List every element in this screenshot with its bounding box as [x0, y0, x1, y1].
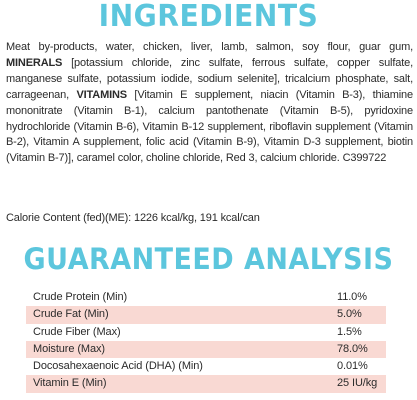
ingredients-heading: INGREDIENTS [98, 0, 319, 34]
ingredients-category-label: MINERALS [6, 56, 63, 69]
analysis-row-name: Crude Fat (Min) [33, 308, 109, 321]
analysis-row-name: Crude Protein (Min) [33, 291, 128, 303]
analysis-row-value: 1.5% [337, 325, 362, 338]
analysis-row-value: 25 IU/kg [337, 377, 378, 390]
ingredients-text-segment: Meat by-products, water, chicken, liver,… [6, 41, 413, 53]
guaranteed-analysis-table: Crude Protein (Min) 11.0% Crude Fat (Min) 5… [26, 289, 386, 393]
analysis-row: Crude Fat (Min) 5.0% [26, 306, 386, 324]
analysis-row-name: Vitamin E (Min) [33, 377, 107, 390]
analysis-row-value: 11.0% [337, 291, 367, 303]
analysis-row-value: 78.0% [337, 342, 368, 355]
analysis-row: Docosahexaenoic Acid (DHA) (Min) 0.01% [26, 358, 386, 375]
guaranteed-analysis-heading: GUARANTEED ANALYSIS [23, 242, 394, 276]
analysis-row-name: Moisture (Max) [33, 342, 105, 355]
analysis-row: Crude Protein (Min) 11.0% [26, 289, 386, 306]
analysis-row: Vitamin E (Min) 25 IU/kg [26, 375, 386, 393]
ingredients-text-segment: [Vitamin E supplement, niacin (Vitamin B… [6, 88, 413, 165]
analysis-row: Moisture (Max) 78.0% [26, 340, 386, 359]
analysis-row-name: Docosahexaenoic Acid (DHA) (Min) [33, 360, 203, 373]
analysis-row-name: Crude Fiber (Max) [33, 325, 121, 338]
ingredients-list: Meat by-products, water, chicken, liver,… [6, 40, 413, 167]
ingredients-category-label: VITAMINS [76, 88, 127, 101]
analysis-row-value: 0.01% [337, 360, 368, 373]
ingredients-text-segment: [potassium chloride, zinc sulfate, ferro… [6, 56, 413, 101]
analysis-row-value: 5.0% [337, 308, 362, 321]
analysis-row: Crude Fiber (Max) 1.5% [26, 324, 386, 341]
calorie-content: Calorie Content (fed)(ME): 1226 kcal/kg,… [6, 212, 260, 224]
